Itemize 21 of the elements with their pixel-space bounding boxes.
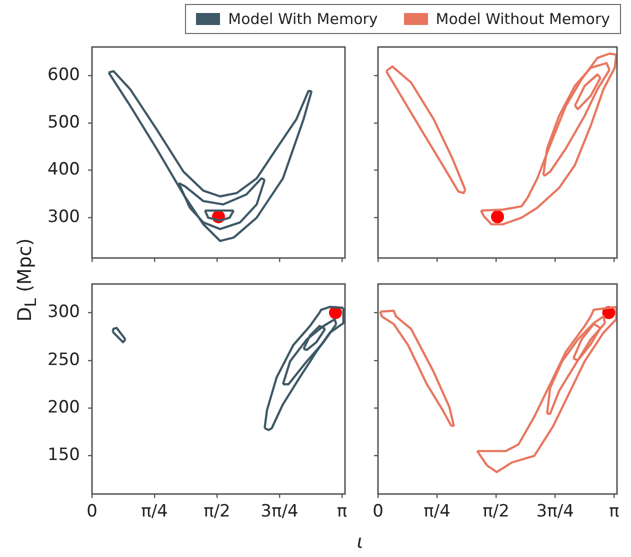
y-tick-label: 300 [48, 302, 80, 322]
x-tick-label: π [608, 502, 620, 522]
x-tick-label: π [336, 502, 348, 522]
y-tick-label: 400 [48, 160, 80, 180]
x-tick-label: π/4 [141, 502, 168, 522]
x-tick-label: π/4 [424, 502, 450, 522]
legend-label: Model Without Memory [436, 10, 610, 28]
y-tick-label: 150 [48, 445, 80, 466]
y-tick-label: 300 [48, 207, 80, 228]
x-tick-label: π/2 [204, 502, 230, 522]
x-tick-label: 0 [372, 502, 384, 522]
legend-label: Model With Memory [228, 10, 378, 28]
y-tick-label: 250 [48, 350, 80, 370]
x-tick-label: 0 [86, 502, 98, 522]
x-tick-label: 3π/4 [536, 502, 574, 522]
x-axis-title: ι [356, 531, 364, 553]
y-tick-label: 600 [48, 64, 80, 85]
y-tick-label: 200 [48, 398, 80, 418]
y-tick-label: 500 [48, 112, 80, 132]
x-tick-label: 3π/4 [260, 502, 298, 522]
x-tick-label: π/2 [482, 502, 510, 522]
